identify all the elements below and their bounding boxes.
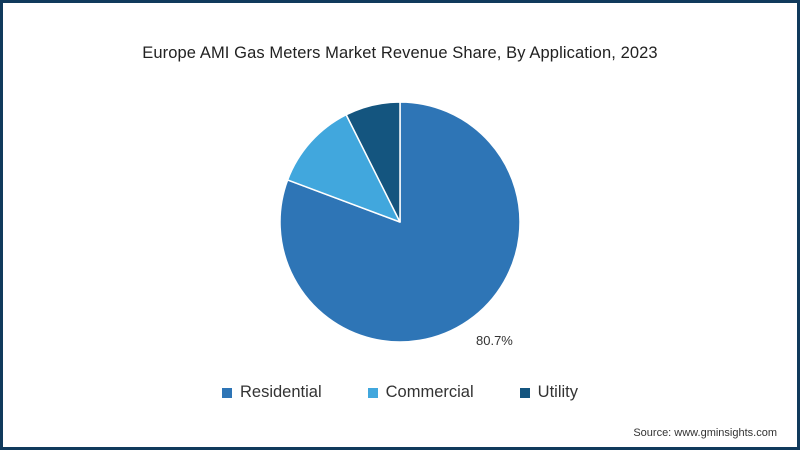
pie-slice-utility: [345, 101, 401, 223]
pie-slices: [279, 101, 521, 343]
legend-swatch-utility: [519, 387, 530, 398]
pie-slice-commercial: [286, 113, 401, 223]
legend-item-commercial: Commercial: [367, 383, 474, 402]
legend-swatch-residential: [222, 387, 232, 398]
legend-item-utility: Utility: [519, 383, 578, 402]
legend-swatch-commercial: [367, 387, 378, 398]
legend-item-residential: Residential: [222, 383, 322, 402]
pie-chart: [279, 101, 521, 343]
legend-label-residential: Residential: [240, 383, 322, 401]
residential-data-label: 80.7%: [476, 333, 513, 348]
source-note: Source: www.gminsights.com: [633, 427, 777, 439]
legend-label-commercial: Commercial: [385, 383, 474, 401]
legend: Residential Commercial Utility: [3, 383, 797, 402]
legend-label-utility: Utility: [537, 383, 578, 401]
chart-title: Europe AMI Gas Meters Market Revenue Sha…: [142, 44, 658, 62]
